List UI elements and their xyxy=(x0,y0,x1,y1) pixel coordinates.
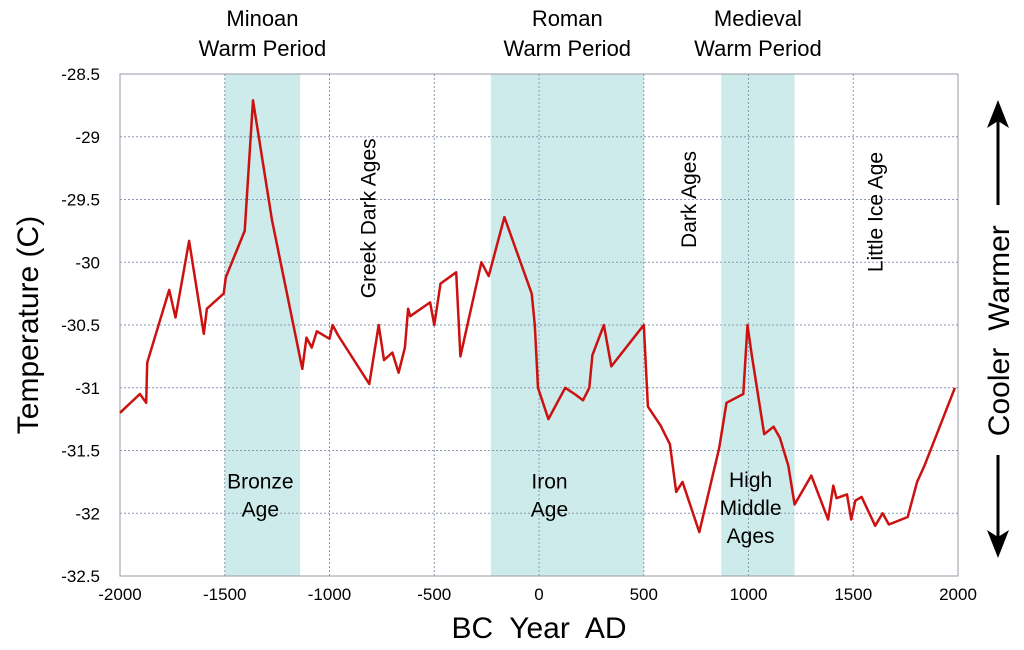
cooler-arrow-icon xyxy=(987,530,1009,558)
period-label: Medieval xyxy=(714,6,802,31)
x-tick-label: -1500 xyxy=(203,585,246,604)
era-label: Dark Ages xyxy=(678,151,701,248)
era-label: Iron xyxy=(531,470,567,493)
y-tick-label: -30 xyxy=(75,253,100,272)
x-tick-label: 500 xyxy=(630,585,658,604)
series-layer xyxy=(119,99,957,534)
x-tick-label: 2000 xyxy=(939,585,977,604)
x-tick-label: -1000 xyxy=(308,585,351,604)
warmer-label: Warmer xyxy=(983,225,1016,331)
x-tick-label: 0 xyxy=(534,585,543,604)
x-axis-title: BC Year AD xyxy=(451,612,626,645)
y-tick-label: -32 xyxy=(75,504,100,523)
warmer-arrow-icon xyxy=(987,100,1009,128)
x-tick-label: 1000 xyxy=(730,585,768,604)
period-label: Warm Period xyxy=(694,36,822,61)
era-label: Ages xyxy=(727,525,775,548)
x-tick-label: -500 xyxy=(417,585,451,604)
period-label: Warm Period xyxy=(199,36,327,61)
era-label: Age xyxy=(242,498,279,521)
y-axis-title: Temperature (C) xyxy=(12,216,45,434)
cooler-label: Cooler xyxy=(983,348,1016,436)
period-label: Warm Period xyxy=(504,36,632,61)
y-tick-label: -31.5 xyxy=(61,442,100,461)
warmer-cooler-annotation: Warmer Cooler xyxy=(983,100,1016,558)
era-label: Middle xyxy=(720,497,782,520)
y-tick-label: -29.5 xyxy=(61,191,100,210)
era-label: High xyxy=(729,469,772,492)
y-tick-label: -30.5 xyxy=(61,316,100,335)
era-label: Greek Dark Ages xyxy=(358,138,381,298)
x-tick-label: 1500 xyxy=(834,585,872,604)
y-tick-label: -29 xyxy=(75,128,100,147)
temperature-line xyxy=(119,99,957,534)
era-label: Little Ice Age xyxy=(865,152,888,272)
period-label: Minoan xyxy=(226,6,298,31)
tick-labels: -2000 -1500 -1000 -500 0 500 1000 1500 2000 -28.5… xyxy=(61,65,977,604)
y-tick-label: -31 xyxy=(75,379,100,398)
x-tick-label: -2000 xyxy=(98,585,141,604)
y-tick-label: -32.5 xyxy=(61,567,100,586)
era-label: Bronze xyxy=(227,470,294,493)
era-labels: Bronze Age Iron Age High Middle Ages Greek Dark… xyxy=(227,138,887,548)
plot-frame xyxy=(119,73,959,577)
period-label: Roman xyxy=(532,6,603,31)
period-labels: Minoan Warm Period Roman Warm Period Medieva… xyxy=(199,6,822,61)
y-tick-label: -28.5 xyxy=(61,65,100,84)
era-label: Age xyxy=(531,498,568,521)
